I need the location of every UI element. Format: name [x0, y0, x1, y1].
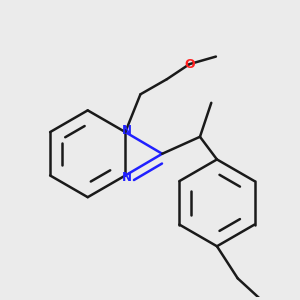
- Text: O: O: [184, 58, 195, 70]
- Text: N: N: [122, 124, 132, 137]
- Text: N: N: [122, 171, 132, 184]
